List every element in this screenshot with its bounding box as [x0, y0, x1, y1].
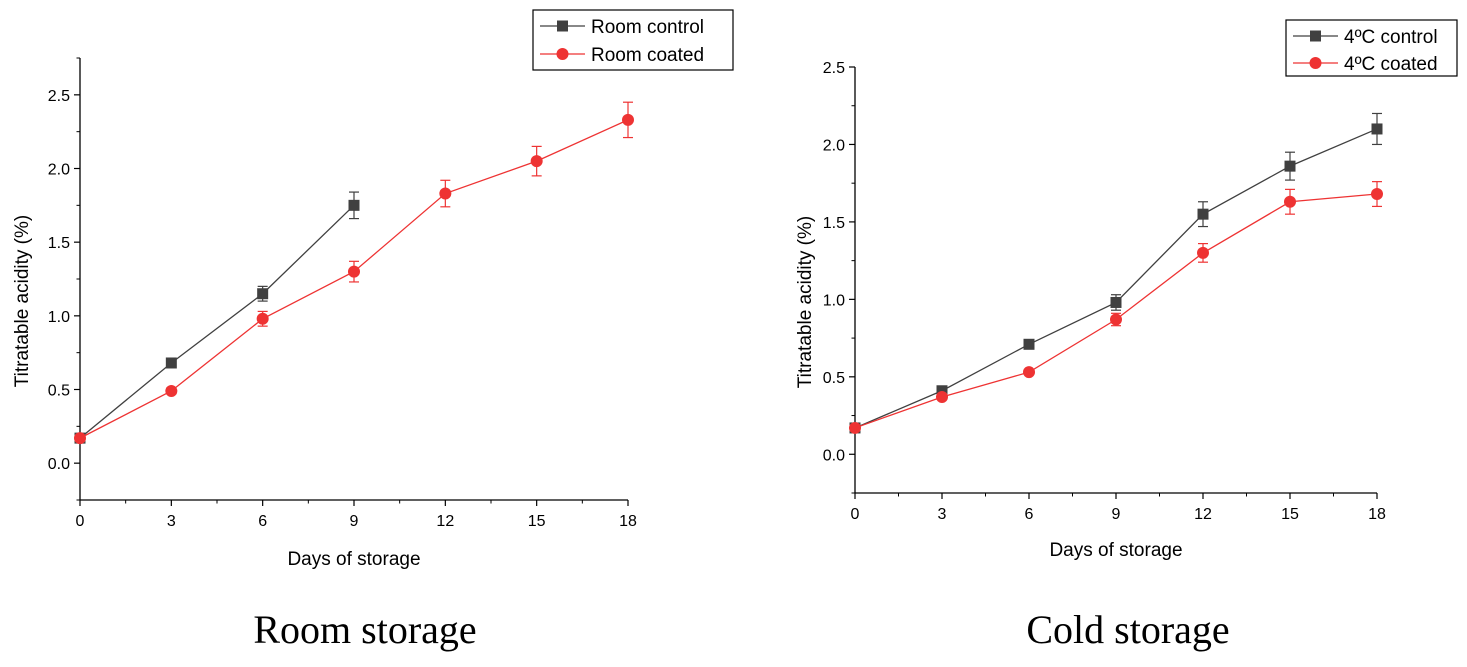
data-point — [849, 421, 861, 434]
y-tick-label: 0.0 — [823, 447, 845, 464]
data-point — [439, 187, 452, 200]
data-point — [1371, 188, 1383, 201]
data-point — [348, 265, 360, 278]
y-tick-label: 2.5 — [823, 60, 845, 77]
series-room-control — [74, 191, 360, 444]
cold-storage-chart: 0 3 6 9 12 15 18 0.0 0.5 1.0 1.5 2.0 2.5 Days of stor… — [795, 19, 1458, 561]
cold-storage-caption: Cold storage — [1026, 607, 1230, 652]
data-point — [1284, 160, 1296, 172]
data-point — [257, 288, 269, 300]
data-point — [1110, 313, 1122, 326]
y-axis-title: Titratable acidity (%) — [795, 216, 816, 388]
y-tick-label: 1.5 — [48, 235, 70, 252]
x-tick-label: 6 — [258, 513, 267, 530]
data-point — [256, 312, 269, 325]
data-point — [622, 113, 634, 126]
series-room-coated — [74, 101, 634, 445]
y-tick-label: 0.0 — [48, 456, 70, 473]
legend-box — [532, 9, 734, 71]
data-point — [936, 385, 948, 397]
series-4-c-coated — [849, 181, 1383, 434]
y-tick-label: 0.5 — [48, 383, 70, 400]
data-point — [165, 357, 177, 369]
series-4-c-control — [849, 112, 1383, 434]
data-point — [1023, 338, 1035, 350]
y-tick-label: 0.5 — [823, 370, 845, 387]
series-line — [854, 193, 1378, 429]
x-tick-label: 15 — [528, 513, 546, 530]
data-point — [1284, 195, 1296, 208]
y-tick-label: 2.5 — [48, 88, 70, 105]
x-tick-label: 12 — [1194, 506, 1212, 523]
x-tick-label: 0 — [851, 506, 860, 523]
room-storage-chart: 0 3 6 9 12 15 18 0.0 0.5 1.0 1.5 2.0 2.5 Days of stor… — [12, 9, 734, 570]
x-tick-label: 18 — [1368, 506, 1386, 523]
y-tick-label: 2.0 — [48, 162, 70, 179]
legend-label: 4ºC coated — [1344, 54, 1438, 75]
x-axis-title: Days of storage — [1049, 540, 1182, 561]
y-axis-title: Titratable acidity (%) — [12, 215, 33, 387]
x-tick-label: 9 — [350, 513, 359, 530]
x-tick-label: 12 — [436, 513, 454, 530]
x-tick-label: 9 — [1112, 506, 1121, 523]
data-point — [1023, 366, 1035, 379]
legend-label: Room coated — [591, 45, 704, 66]
data-point — [936, 390, 948, 403]
legend-marker — [1310, 30, 1321, 42]
data-point — [74, 432, 86, 445]
x-tick-label: 6 — [1025, 506, 1034, 523]
legend: Room control Room coated — [532, 9, 734, 71]
legend-label: Room control — [591, 17, 704, 38]
room-storage-caption: Room storage — [253, 607, 477, 652]
y-tick-label: 1.0 — [48, 309, 70, 326]
legend-marker — [556, 48, 569, 60]
y-tick-label: 2.0 — [823, 137, 845, 154]
legend-label: 4ºC control — [1344, 27, 1438, 48]
data-point — [1371, 123, 1383, 135]
data-point — [1110, 296, 1122, 308]
x-tick-label: 15 — [1281, 506, 1299, 523]
legend-marker — [557, 20, 568, 32]
data-point — [165, 384, 178, 397]
x-axis-title: Days of storage — [287, 549, 420, 570]
data-point — [1197, 246, 1209, 259]
x-tick-label: 0 — [76, 513, 85, 530]
x-tick-label: 3 — [167, 513, 176, 530]
data-point — [1197, 208, 1209, 220]
data-point — [348, 199, 360, 211]
series-line — [79, 204, 355, 439]
x-tick-label: 3 — [938, 506, 947, 523]
y-tick-label: 1.0 — [823, 292, 845, 309]
data-point — [530, 155, 543, 168]
legend: 4ºC control 4ºC coated — [1285, 19, 1458, 77]
x-tick-label: 18 — [619, 513, 637, 530]
series-line — [854, 128, 1378, 429]
y-tick-label: 1.5 — [823, 215, 845, 232]
legend-marker — [1309, 57, 1322, 69]
